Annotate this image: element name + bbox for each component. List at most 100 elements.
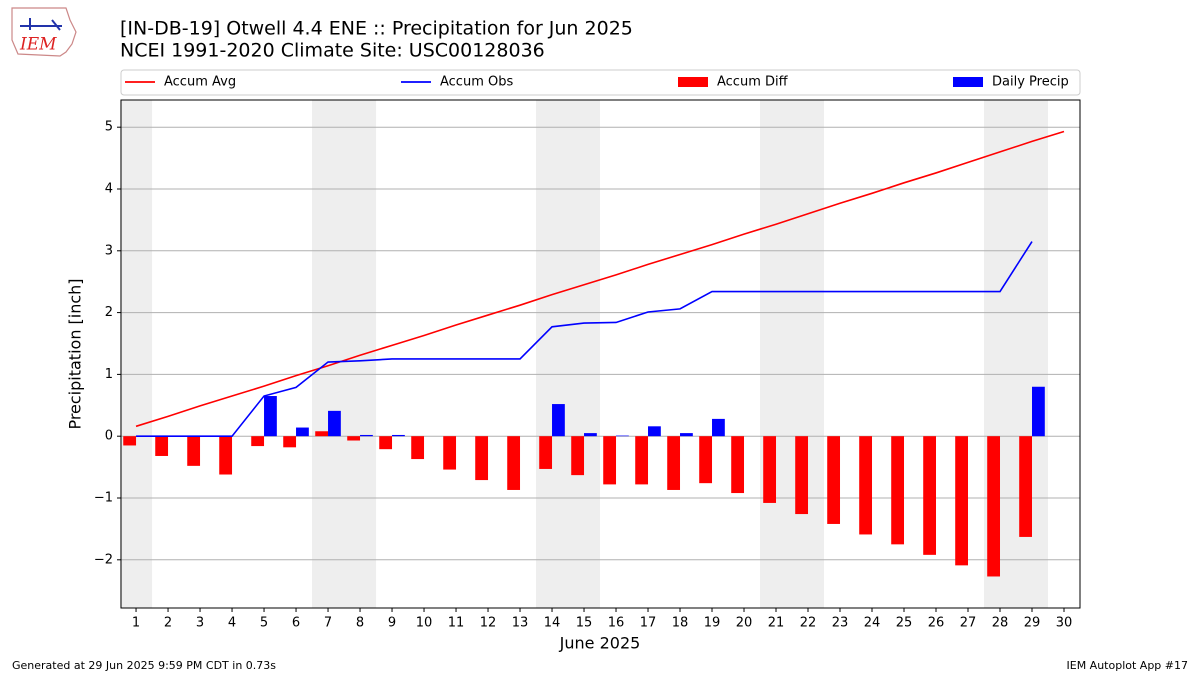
bar xyxy=(795,436,809,515)
bar xyxy=(315,431,329,437)
bar xyxy=(219,436,233,475)
bar xyxy=(680,433,693,437)
y-axis-label: Precipitation [inch] xyxy=(66,278,85,429)
y-tick-label: 0 xyxy=(105,429,113,444)
x-tick-label: 28 xyxy=(992,616,1009,631)
x-axis-label: June 2025 xyxy=(559,634,641,653)
x-tick-label: 7 xyxy=(324,616,332,631)
bar xyxy=(475,436,489,481)
legend-swatch xyxy=(678,77,708,87)
line xyxy=(136,241,1033,437)
bar xyxy=(507,436,521,490)
bar xyxy=(616,435,629,437)
y-tick-label: 1 xyxy=(105,367,113,382)
bar xyxy=(443,436,457,470)
x-tick-label: 29 xyxy=(1024,616,1041,631)
weekend-shade xyxy=(792,100,825,608)
plot-frame xyxy=(120,99,1081,609)
x-tick-label: 26 xyxy=(928,616,945,631)
bar xyxy=(552,404,565,437)
bar xyxy=(155,436,169,456)
bar xyxy=(891,436,905,545)
x-tick-label: 11 xyxy=(448,616,465,631)
line xyxy=(135,130,1065,428)
bar xyxy=(571,436,585,476)
bar xyxy=(763,436,777,503)
weekend-shade xyxy=(120,100,153,608)
bar xyxy=(635,436,649,485)
x-tick-label: 22 xyxy=(800,616,817,631)
weekend-shade xyxy=(312,100,345,608)
logo-icon xyxy=(20,18,62,31)
x-tick-label: 19 xyxy=(704,616,721,631)
bar xyxy=(283,436,297,448)
weekend-shade xyxy=(536,100,569,608)
x-tick-label: 15 xyxy=(576,616,593,631)
x-tick-label: 17 xyxy=(640,616,657,631)
x-tick-label: 24 xyxy=(864,616,881,631)
x-tick-label: 10 xyxy=(416,616,433,631)
weekend-shade xyxy=(344,100,377,608)
x-tick-label: 2 xyxy=(164,616,172,631)
bar xyxy=(296,427,309,437)
bar xyxy=(264,396,277,437)
y-tick-label: 5 xyxy=(105,120,113,135)
bar xyxy=(859,436,873,535)
bar xyxy=(648,426,661,437)
footer-left: Generated at 29 Jun 2025 9:59 PM CDT in … xyxy=(12,659,276,672)
logo-outline xyxy=(11,7,77,57)
plot-area xyxy=(120,100,1080,608)
bar xyxy=(123,436,137,446)
y-tick-label: −1 xyxy=(94,490,113,505)
bar xyxy=(411,436,425,460)
x-tick-label: 21 xyxy=(768,616,785,631)
x-tick-label: 8 xyxy=(356,616,364,631)
y-tick-label: 2 xyxy=(105,305,113,320)
legend-label: Accum Diff xyxy=(717,75,789,90)
chart-title: [IN-DB-19] Otwell 4.4 ENE :: Precipitati… xyxy=(120,18,633,40)
x-tick-label: 20 xyxy=(736,616,753,631)
logo-text: IEM xyxy=(19,35,57,55)
bar xyxy=(584,433,597,437)
bar xyxy=(731,436,745,494)
y-tick-label: 3 xyxy=(105,243,113,258)
x-tick-label: 18 xyxy=(672,616,689,631)
bar xyxy=(1019,436,1033,537)
chart-subtitle: NCEI 1991-2020 Climate Site: USC00128036 xyxy=(120,40,545,62)
bar xyxy=(347,436,361,441)
footer-right: IEM Autoplot App #17 xyxy=(1067,659,1189,672)
x-tick-label: 25 xyxy=(896,616,913,631)
bar xyxy=(827,436,841,524)
weekend-shade xyxy=(760,100,793,608)
x-tick-label: 13 xyxy=(512,616,529,631)
y-tick-label: −2 xyxy=(94,552,113,567)
legend-label: Accum Avg xyxy=(164,75,236,90)
bar xyxy=(539,436,553,469)
x-tick-label: 3 xyxy=(196,616,204,631)
bar xyxy=(923,436,937,555)
bar xyxy=(392,434,405,437)
x-tick-label: 23 xyxy=(832,616,849,631)
bar xyxy=(603,436,617,485)
weekend-shade xyxy=(568,100,601,608)
y-tick-label: 4 xyxy=(105,181,113,196)
bar xyxy=(712,418,725,437)
x-tick-label: 16 xyxy=(608,616,625,631)
bar xyxy=(955,436,969,566)
x-tick-label: 4 xyxy=(228,616,236,631)
legend-box xyxy=(120,69,1081,96)
x-tick-label: 27 xyxy=(960,616,977,631)
bar xyxy=(360,434,373,437)
x-tick-label: 6 xyxy=(292,616,300,631)
bar xyxy=(1032,386,1045,437)
bar xyxy=(667,436,681,490)
x-tick-label: 1 xyxy=(132,616,140,631)
bar xyxy=(187,436,201,466)
x-tick-label: 14 xyxy=(544,616,561,631)
x-tick-label: 9 xyxy=(388,616,396,631)
x-tick-label: 12 xyxy=(480,616,497,631)
legend-swatch xyxy=(953,77,983,87)
bar xyxy=(699,436,713,484)
logo: IEM xyxy=(11,7,77,57)
